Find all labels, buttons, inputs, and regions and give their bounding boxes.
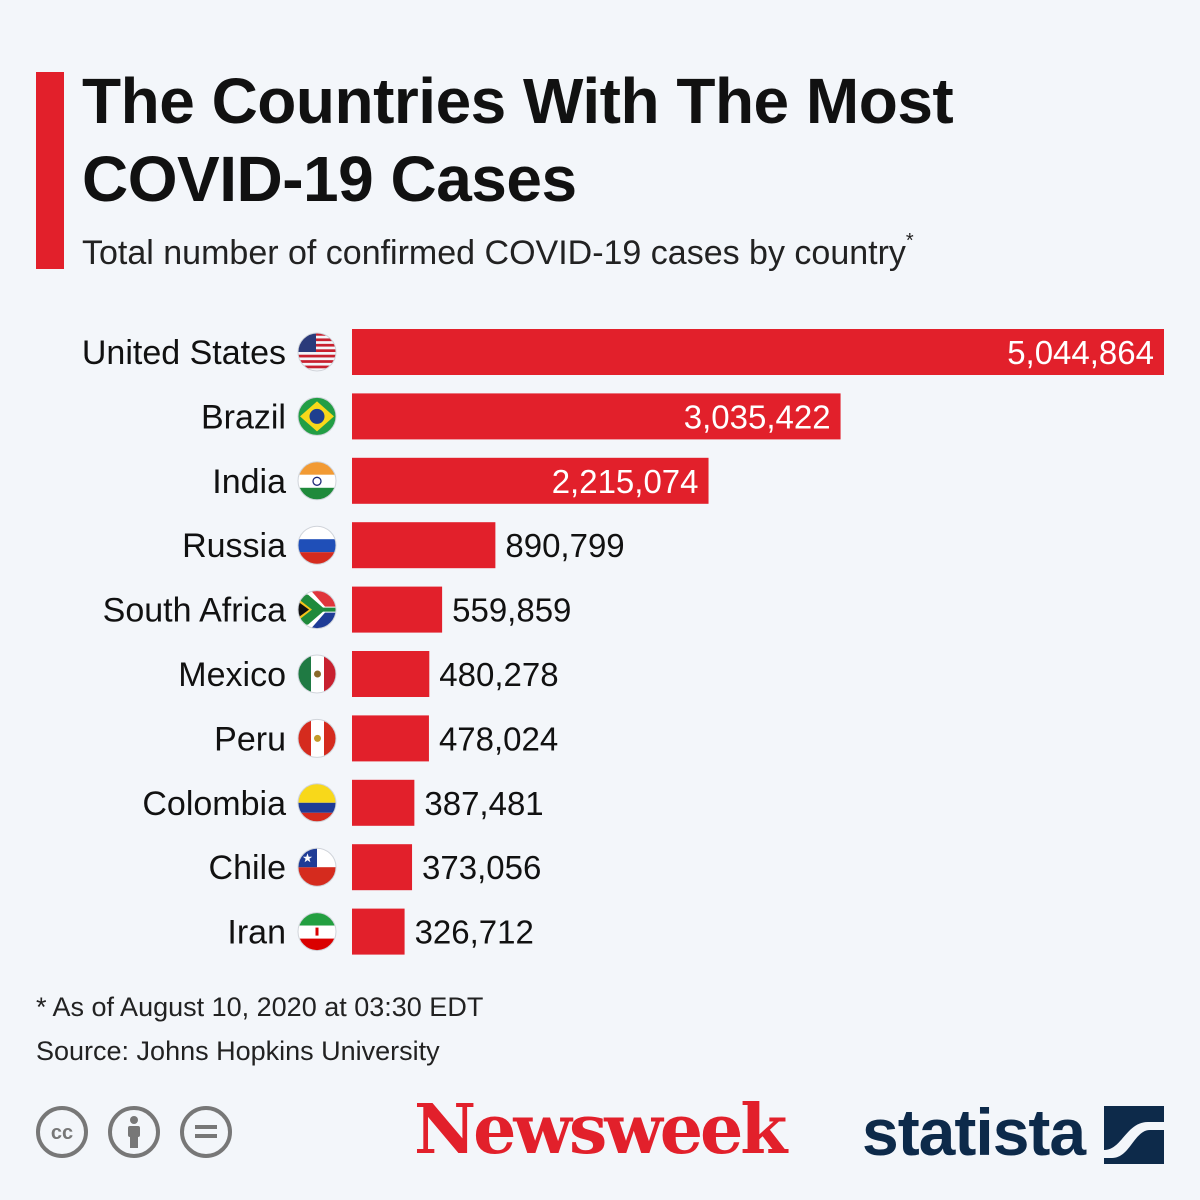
- value-label: 373,056: [422, 849, 541, 886]
- value-label: 3,035,422: [684, 398, 831, 435]
- russia-flag-icon: [297, 525, 337, 565]
- chart-title: The Countries With The Most COVID-19 Cas…: [82, 65, 954, 215]
- title-accent-bar: [36, 72, 64, 269]
- value-label: 387,481: [424, 785, 543, 822]
- bar: [352, 457, 709, 504]
- statista-logo: statista: [862, 1095, 1086, 1169]
- value-label: 2,215,074: [552, 463, 699, 500]
- mexico-flag-icon: [297, 654, 337, 694]
- colombia-flag-icon: [297, 783, 337, 823]
- us-flag-icon: [297, 332, 337, 372]
- bar: [352, 844, 413, 891]
- country-label: United States: [82, 334, 286, 372]
- chart-subtitle: Total number of confirmed COVID-19 cases…: [82, 230, 914, 273]
- subtitle-footnote-marker: *: [905, 230, 914, 252]
- country-label: Russia: [182, 527, 286, 565]
- source-note: Source: Johns Hopkins University: [36, 1036, 440, 1066]
- country-label: Colombia: [142, 785, 286, 823]
- value-label: 559,859: [452, 592, 571, 629]
- bar: [352, 329, 1164, 375]
- statista-mark-icon: [1104, 1106, 1164, 1164]
- svg-text:cc: cc: [51, 1122, 73, 1144]
- date-footnote: * As of August 10, 2020 at 03:30 EDT: [36, 992, 484, 1022]
- attribution-icon: [108, 1106, 160, 1158]
- bar: [352, 586, 443, 633]
- subtitle-text: Total number of confirmed COVID-19 cases…: [82, 234, 906, 272]
- iran-flag-icon: [297, 912, 337, 952]
- cc-icon: cc: [36, 1106, 88, 1158]
- peru-flag-icon: [297, 718, 337, 758]
- country-label: Peru: [214, 720, 286, 758]
- bar: [352, 393, 841, 440]
- india-flag-icon: [297, 461, 337, 501]
- country-label: Chile: [209, 849, 286, 887]
- bar: [352, 651, 430, 697]
- no-derivatives-icon: [180, 1106, 232, 1158]
- brazil-flag-icon: [297, 396, 337, 436]
- country-label: Brazil: [201, 398, 286, 436]
- country-label: South Africa: [103, 592, 286, 630]
- chile-flag-icon: [297, 847, 337, 887]
- bar-chart: United States 5,044,864 Brazil 3,035,422 Ind…: [82, 329, 1164, 955]
- value-label: 326,712: [415, 914, 534, 951]
- newsweek-logo: Newsweek: [414, 1090, 787, 1170]
- value-label: 5,044,864: [1007, 334, 1154, 371]
- value-label: 890,799: [505, 527, 624, 564]
- south-africa-flag-icon: [297, 590, 337, 630]
- value-label: 478,024: [439, 720, 558, 757]
- country-label: Mexico: [178, 656, 286, 694]
- value-label: 480,278: [439, 656, 558, 693]
- bar: [352, 908, 405, 955]
- country-label: Iran: [227, 914, 286, 952]
- bar: [352, 715, 429, 762]
- bar: [352, 522, 496, 569]
- country-label: India: [212, 463, 286, 501]
- bar: [352, 779, 415, 826]
